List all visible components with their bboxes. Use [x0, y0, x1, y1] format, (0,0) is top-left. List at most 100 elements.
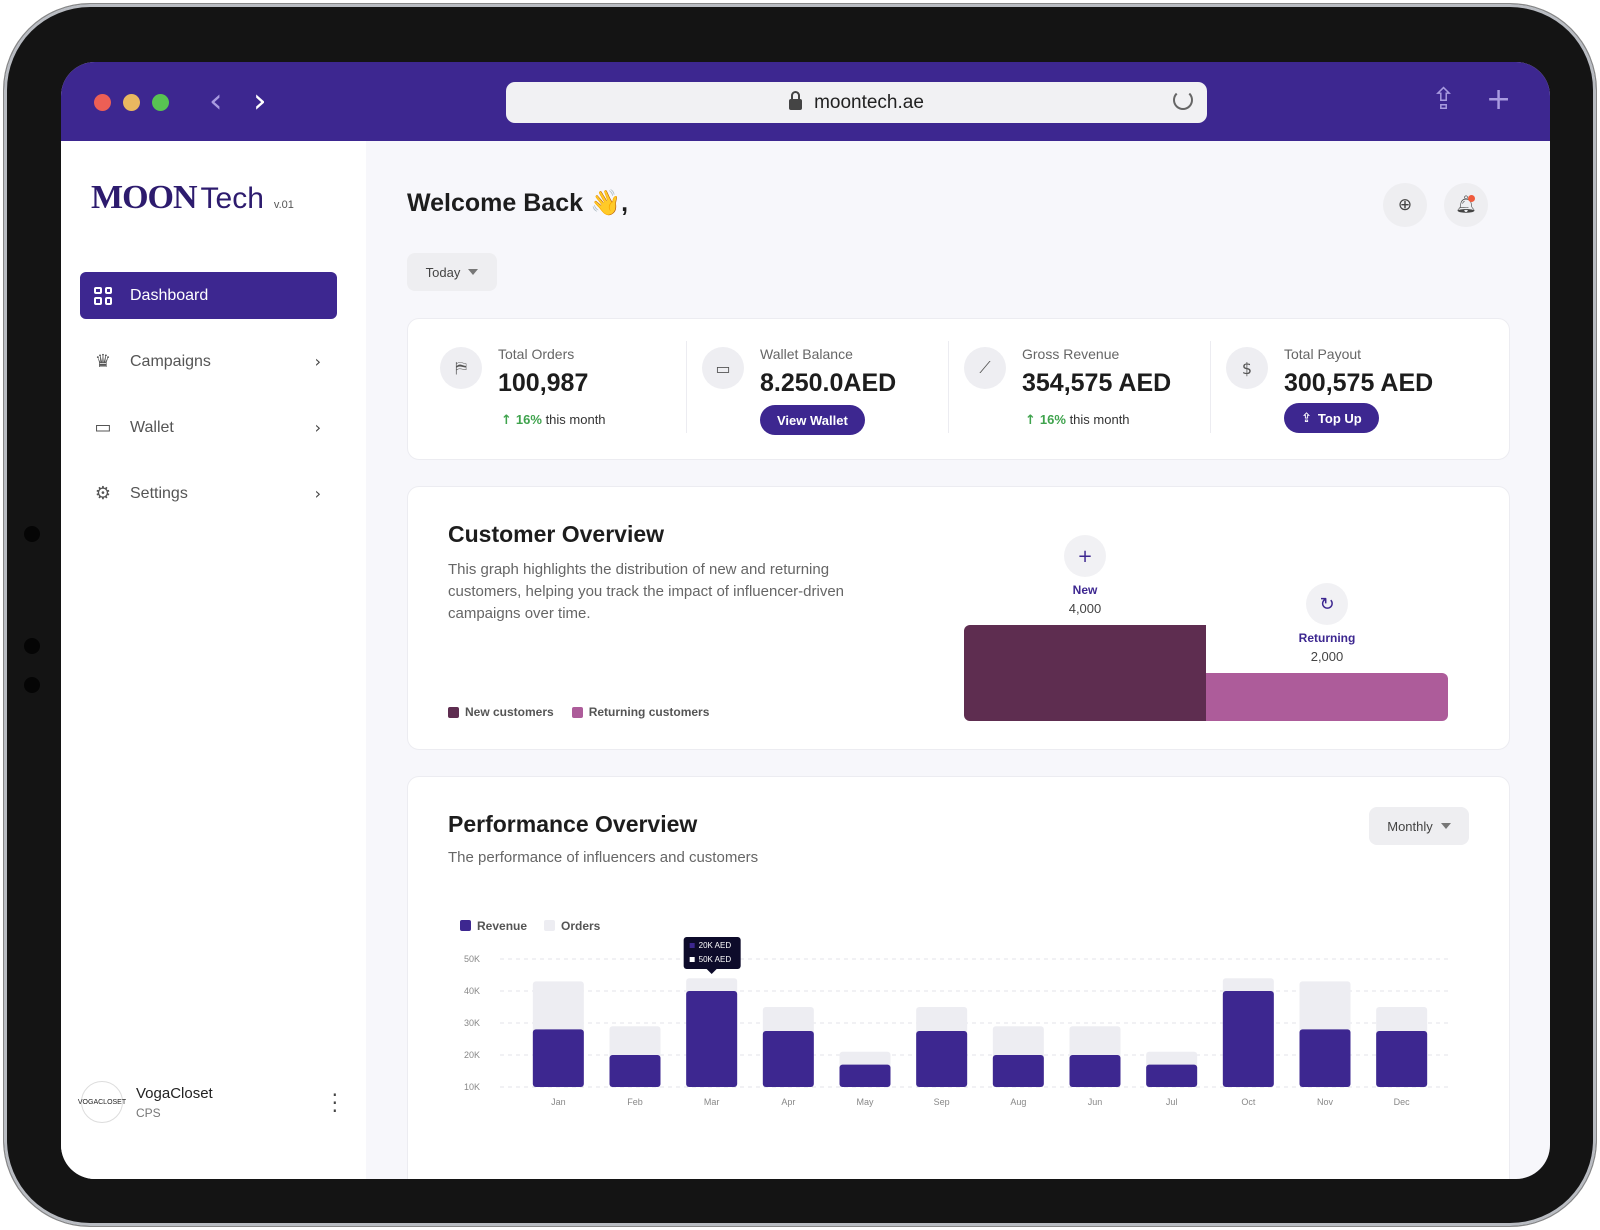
more-options-icon[interactable]: · · ·	[331, 1083, 338, 1123]
top-up-label: Top Up	[1317, 410, 1362, 426]
notifications-button[interactable]: 🔔︎	[1444, 183, 1488, 227]
sidebar-item-dashboard[interactable]: Dashboard	[80, 272, 337, 319]
x-tick-label: Jan	[551, 1097, 566, 1107]
x-tick-label: Jul	[1166, 1097, 1178, 1107]
stat-value: 100,987	[498, 369, 589, 397]
trend-percent: 16%	[515, 412, 542, 427]
chevron-right-icon: ›	[314, 484, 321, 503]
sidebar-item-label: Campaigns	[130, 352, 211, 370]
wallet-icon: ▭	[702, 347, 744, 389]
bar-revenue	[1376, 1031, 1428, 1087]
wallet-icon: ▭	[94, 417, 112, 438]
stat-trend: ↑ 16% this month	[1025, 412, 1130, 428]
tag-icon: ⛿	[440, 347, 482, 389]
x-tick-label: Apr	[781, 1097, 795, 1107]
segment-bar-returning	[1206, 673, 1448, 721]
legend-swatch	[460, 920, 471, 931]
section-subtitle: The performance of influencers and custo…	[448, 849, 759, 866]
divider	[686, 341, 687, 433]
stats-card: ⛿ Total Orders 100,987 ↑ 16% this month ▭…	[407, 318, 1510, 460]
stat-label: Total Orders	[498, 346, 575, 362]
trend-text: this month	[545, 412, 606, 427]
gear-icon: ⚙	[94, 483, 112, 504]
sidebar-item-settings[interactable]: ⚙ Settings ›	[80, 470, 337, 517]
sidebar: MOON Tech v.01 Dashboard ♛ Campaigns › ▭…	[61, 141, 366, 1179]
bar-revenue	[916, 1031, 968, 1087]
stat-total-payout: $ Total Payout 300,575 AED ⇪ Top Up	[1194, 339, 1456, 437]
lock-icon	[789, 91, 803, 110]
stat-gross-revenue: ⟋ Gross Revenue 354,575 AED ↑ 16% this mo…	[932, 339, 1194, 437]
maximize-window-button[interactable]	[152, 94, 169, 111]
camera-dot	[24, 638, 40, 654]
y-tick-label: 40K	[464, 986, 480, 996]
bar-revenue	[1146, 1064, 1198, 1087]
period-value: Today	[425, 264, 461, 280]
tooltip-pointer	[706, 969, 717, 974]
period-dropdown[interactable]: Monthly	[1369, 807, 1469, 845]
stat-trend: ↑ 16% this month	[501, 412, 606, 428]
x-tick-label: Sep	[934, 1097, 950, 1107]
tooltip-value: 50K AED	[699, 955, 732, 964]
legend-item-returning: Returning customers	[571, 705, 709, 719]
tooltip-value: 20K AED	[699, 941, 732, 950]
segment-name: Returning	[1298, 631, 1356, 645]
camera-dot	[24, 526, 40, 542]
chevron-down-icon	[1440, 823, 1451, 829]
stat-label: Gross Revenue	[1022, 346, 1120, 362]
bar-revenue	[762, 1031, 814, 1087]
stat-label: Total Payout	[1284, 346, 1362, 362]
sidebar-item-wallet[interactable]: ▭ Wallet ›	[80, 404, 337, 451]
address-bar[interactable]: moontech.ae	[506, 82, 1207, 123]
y-tick-label: 50K	[464, 954, 480, 964]
x-tick-label: Nov	[1317, 1097, 1334, 1107]
x-tick-label: Aug	[1010, 1097, 1026, 1107]
globe-icon: ⊕	[1397, 195, 1413, 215]
tooltip-swatch	[689, 957, 695, 962]
divider	[1210, 341, 1211, 433]
customer-legend: New customers Returning customers	[448, 705, 727, 719]
close-window-button[interactable]	[94, 94, 111, 111]
stat-value: 8.250.0AED	[760, 369, 897, 397]
period-dropdown[interactable]: Today	[407, 253, 497, 291]
camera-dot	[24, 677, 40, 693]
forward-icon[interactable]: ›	[253, 81, 267, 121]
section-title: Customer Overview	[448, 521, 665, 547]
new-tab-icon[interactable]: +	[1486, 82, 1512, 117]
dollar-icon: $	[1226, 347, 1268, 389]
stat-value: 300,575 AED	[1284, 369, 1434, 397]
plus-icon: +	[1064, 535, 1106, 577]
performance-bar-chart: Revenue Orders 10K 20K 30K 40K 50K Jan Feb Mar 20K…	[460, 919, 1450, 1107]
segment-value: 2,000	[1310, 649, 1344, 664]
trend-percent: 16%	[1039, 412, 1066, 427]
sidebar-item-label: Wallet	[130, 418, 174, 436]
screen: ‹ › moontech.ae ⇪ + MOON Tech v.01 Dashb…	[61, 62, 1550, 1179]
bar-revenue	[686, 991, 738, 1087]
legend-label: Orders	[561, 919, 601, 933]
arrow-up-icon: ↑	[501, 413, 512, 428]
view-wallet-button[interactable]: View Wallet	[760, 405, 865, 435]
share-icon[interactable]: ⇪	[1431, 82, 1457, 117]
crown-icon: ♛	[94, 351, 112, 372]
user-profile[interactable]: VOGACLOSET VogaCloset CPS · · ·	[78, 1081, 346, 1125]
section-description: This graph highlights the distribution o…	[448, 561, 845, 622]
minimize-window-button[interactable]	[123, 94, 140, 111]
period-value: Monthly	[1387, 818, 1433, 834]
avatar: VOGACLOSET	[78, 1081, 126, 1123]
main-content: Welcome Back 👋, ⊕ 🔔︎ Today ⛿ Total Order…	[366, 141, 1550, 1179]
reload-icon[interactable]	[1173, 90, 1193, 110]
top-up-button[interactable]: ⇪ Top Up	[1284, 403, 1379, 433]
performance-overview-card: Performance Overview The performance of …	[407, 776, 1510, 1179]
language-button[interactable]: ⊕	[1383, 183, 1427, 227]
refresh-icon: ↻	[1306, 583, 1348, 625]
page-title: Welcome Back 👋,	[407, 189, 629, 217]
sidebar-item-campaigns[interactable]: ♛ Campaigns ›	[80, 338, 337, 385]
back-icon[interactable]: ‹	[209, 81, 223, 121]
chevron-down-icon	[468, 269, 479, 275]
browser-toolbar: ‹ › moontech.ae ⇪ +	[61, 62, 1550, 141]
upload-icon: ⇪	[1301, 410, 1312, 426]
stat-wallet-balance: ▭ Wallet Balance 8.250.0AED View Wallet	[670, 339, 932, 437]
tooltip-swatch	[689, 943, 695, 948]
x-tick-label: Feb	[627, 1097, 643, 1107]
divider	[948, 341, 949, 433]
bar-revenue	[609, 1055, 661, 1087]
